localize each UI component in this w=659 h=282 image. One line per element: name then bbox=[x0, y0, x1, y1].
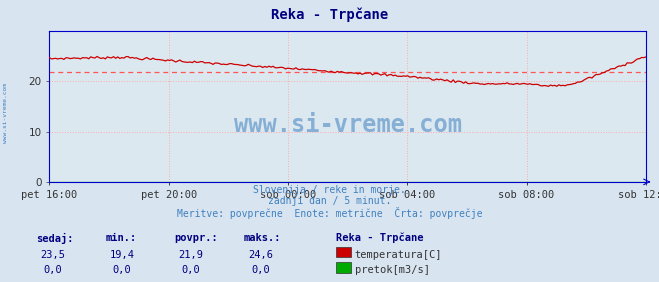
Text: 0,0: 0,0 bbox=[43, 265, 62, 275]
Text: 0,0: 0,0 bbox=[182, 265, 200, 275]
Text: 19,4: 19,4 bbox=[109, 250, 134, 259]
Text: www.si-vreme.com: www.si-vreme.com bbox=[3, 83, 8, 143]
Text: 21,9: 21,9 bbox=[179, 250, 204, 259]
Text: povpr.:: povpr.: bbox=[175, 233, 218, 243]
Text: 23,5: 23,5 bbox=[40, 250, 65, 259]
Text: Reka - Trpčane: Reka - Trpčane bbox=[271, 7, 388, 21]
Text: min.:: min.: bbox=[105, 233, 136, 243]
Text: temperatura[C]: temperatura[C] bbox=[355, 250, 442, 259]
Text: zadnji dan / 5 minut.: zadnji dan / 5 minut. bbox=[268, 196, 391, 206]
Text: Slovenija / reke in morje.: Slovenija / reke in morje. bbox=[253, 185, 406, 195]
Text: Reka - Trpčane: Reka - Trpčane bbox=[336, 233, 424, 243]
Text: pretok[m3/s]: pretok[m3/s] bbox=[355, 265, 430, 275]
Text: 24,6: 24,6 bbox=[248, 250, 273, 259]
Text: maks.:: maks.: bbox=[244, 233, 281, 243]
Text: Meritve: povprečne  Enote: metrične  Črta: povprečje: Meritve: povprečne Enote: metrične Črta:… bbox=[177, 207, 482, 219]
Text: www.si-vreme.com: www.si-vreme.com bbox=[234, 113, 461, 136]
Text: 0,0: 0,0 bbox=[251, 265, 270, 275]
Text: sedaj:: sedaj: bbox=[36, 233, 74, 244]
Text: 0,0: 0,0 bbox=[113, 265, 131, 275]
